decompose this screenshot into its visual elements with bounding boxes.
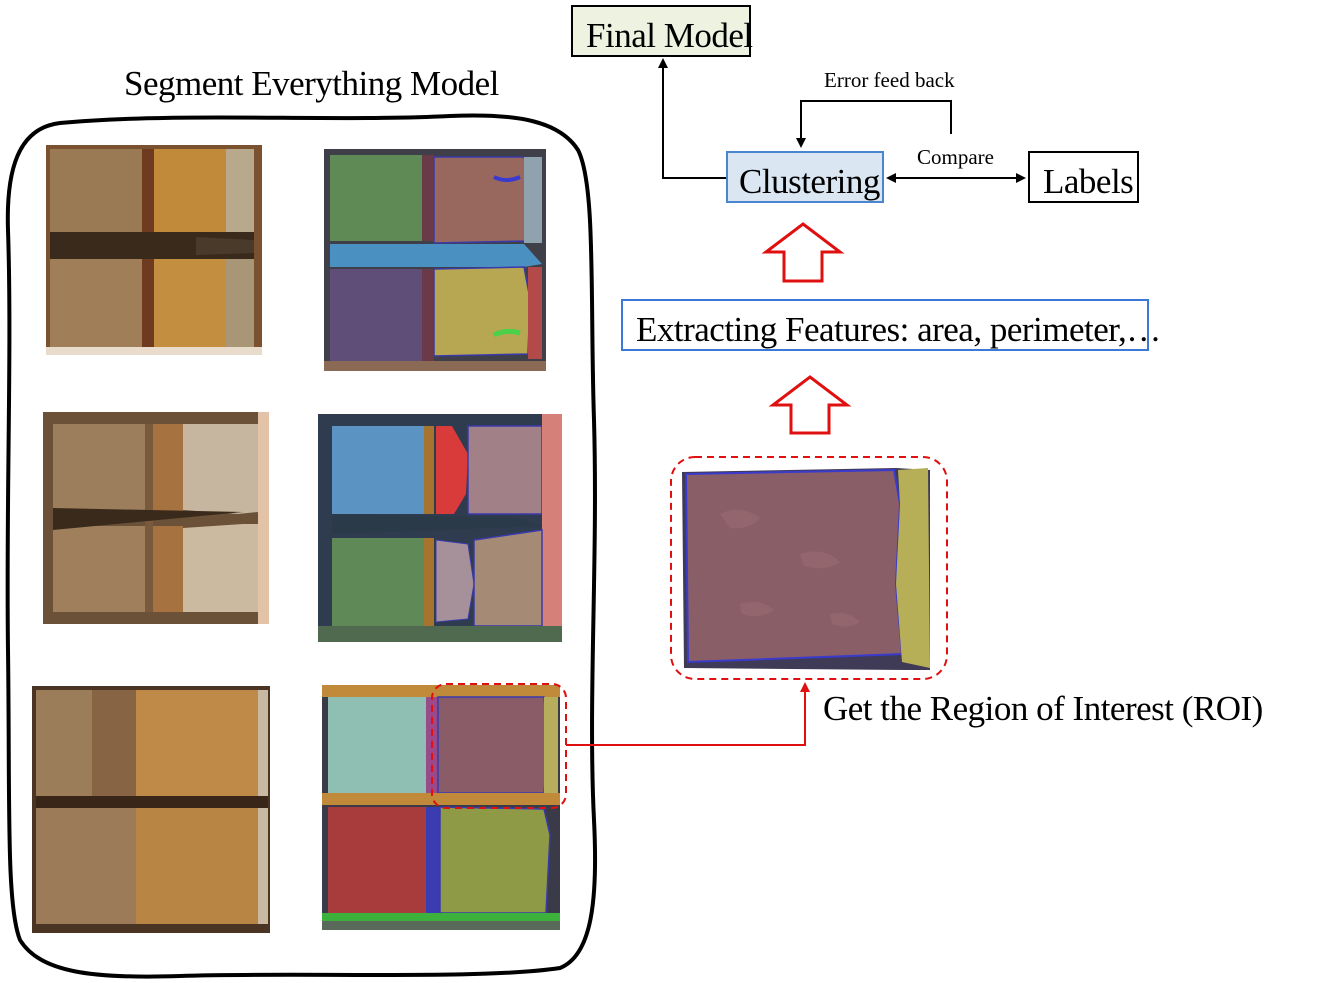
- error-feedback-label: Error feed back: [824, 68, 955, 92]
- sam-title: Segment Everything Model: [124, 64, 499, 103]
- features-label: Extracting Features: area, perimeter,…: [636, 310, 1161, 349]
- roi-label: Get the Region of Interest (ROI): [823, 689, 1263, 728]
- specimen-segmented-2: [318, 414, 562, 642]
- specimen-original-1: [46, 145, 262, 355]
- clustering-label: Clustering: [739, 162, 880, 201]
- final-model-box: [571, 5, 751, 57]
- labels-label: Labels: [1043, 162, 1134, 201]
- features-box: [621, 299, 1149, 351]
- compare-label: Compare: [917, 145, 994, 169]
- roi-image: [682, 468, 930, 670]
- final-model-label: Final Model: [586, 16, 753, 55]
- specimen-original-3: [32, 686, 270, 933]
- specimen-segmented-3: [322, 685, 560, 930]
- specimen-segmented-1: [324, 149, 546, 371]
- clustering-box: [726, 151, 884, 203]
- specimen-original-2: [43, 412, 269, 624]
- labels-box: [1028, 151, 1139, 203]
